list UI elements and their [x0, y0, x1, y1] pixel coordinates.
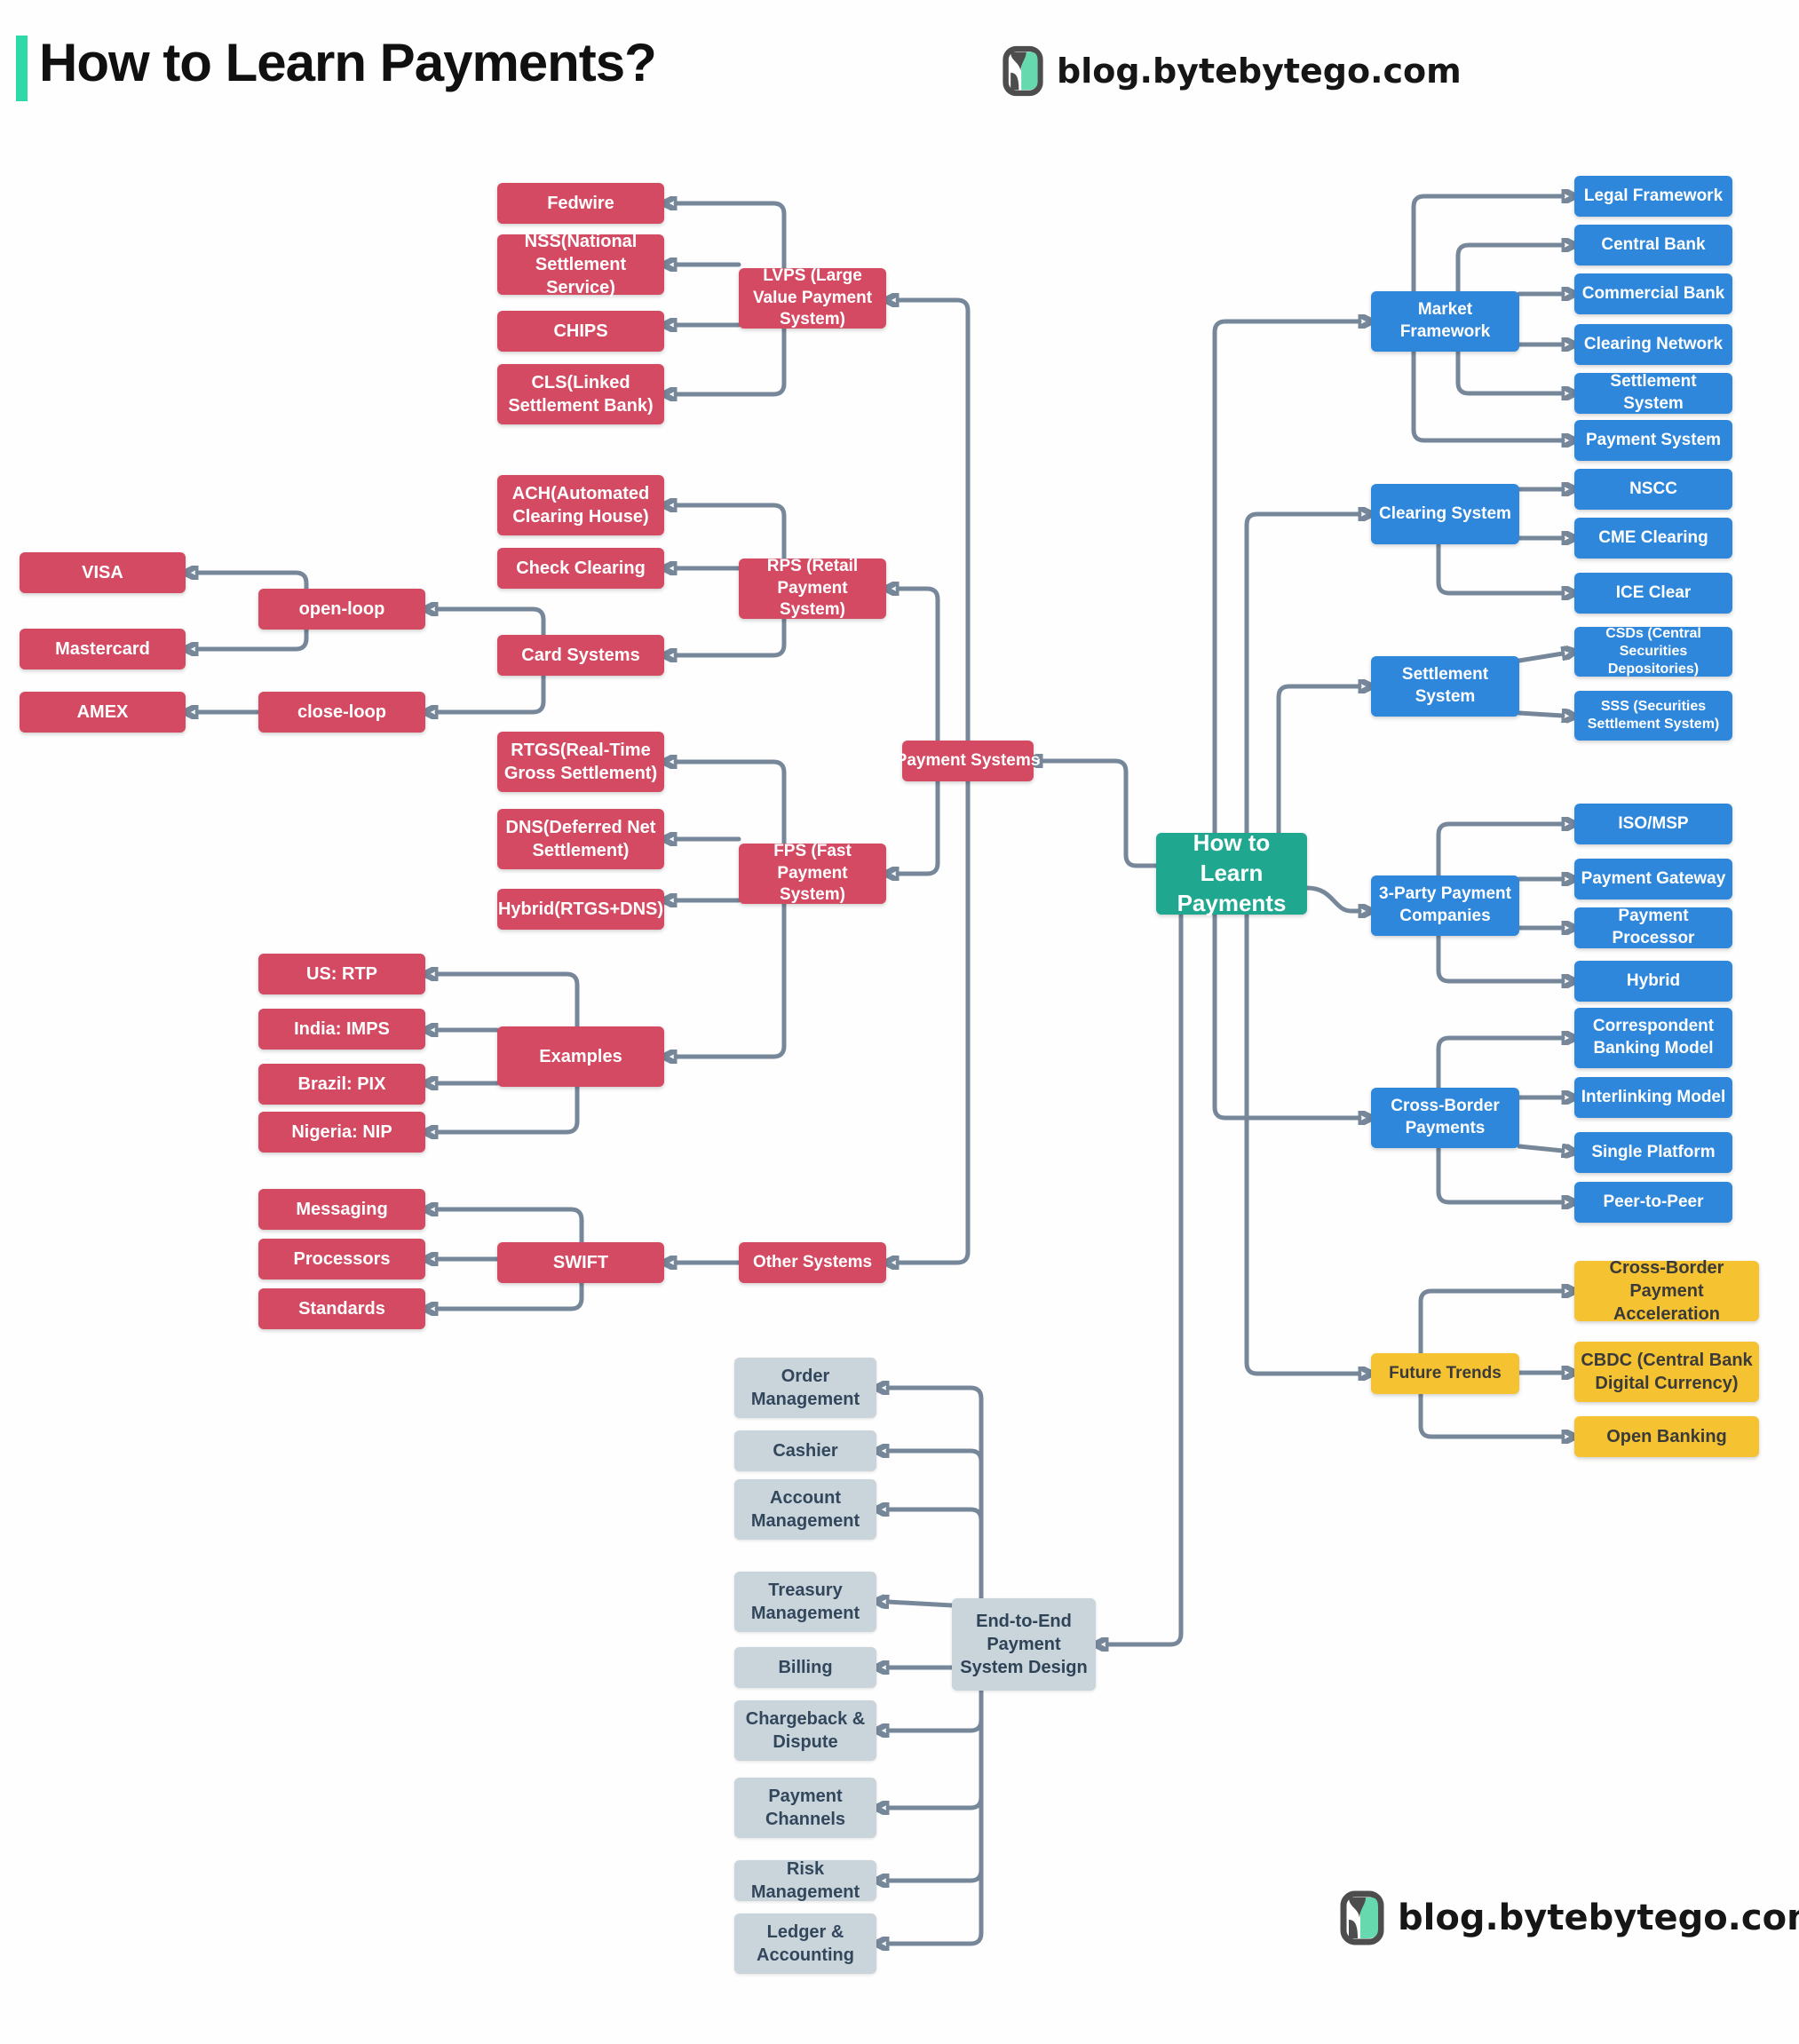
- node-cashier: Cashier: [734, 1430, 876, 1471]
- node-lvps: LVPS (Large Value Payment System): [739, 266, 886, 329]
- footer-logo-text: blog.bytebytego.com: [1398, 1897, 1799, 1938]
- node-chargeback-dispute: Chargeback & Dispute: [734, 1700, 876, 1761]
- node-close-loop: close-loop: [258, 692, 425, 733]
- node-payment-gateway: Payment Gateway: [1574, 859, 1732, 899]
- footer-logo: blog.bytebytego.com: [1339, 1890, 1799, 1946]
- node-standards: Standards: [258, 1288, 425, 1329]
- node-processors: Processors: [258, 1239, 425, 1279]
- page-title: How to Learn Payments?: [39, 33, 657, 92]
- node-fedwire: Fedwire: [497, 183, 664, 224]
- node-peer-to-peer: Peer-to-Peer: [1574, 1182, 1732, 1223]
- node-ledger-accounting: Ledger & Accounting: [734, 1913, 876, 1974]
- node-nss: NSS(National Settlement Service): [497, 232, 664, 297]
- node-visa: VISA: [20, 552, 186, 593]
- node-payment-systems: Payment Systems: [896, 741, 1040, 781]
- node-other-systems: Other Systems: [739, 1242, 886, 1283]
- node-central-bank: Central Bank: [1574, 225, 1732, 265]
- node-cme-clearing: CME Clearing: [1574, 518, 1732, 559]
- node-cls: CLS(Linked Settlement Bank): [497, 364, 664, 424]
- node-clearing-system: Clearing System: [1371, 484, 1519, 544]
- node-csds: CSDs (Central Securities Depositories): [1574, 626, 1732, 677]
- node-commercial-bank: Commercial Bank: [1574, 273, 1732, 314]
- node-hybrid-rtgs-dns: Hybrid(RTGS+DNS): [497, 889, 664, 930]
- node-risk-management: Risk Management: [734, 1859, 876, 1902]
- node-card-systems: Card Systems: [497, 635, 664, 676]
- node-payment-system-leaf: Payment System: [1574, 420, 1732, 461]
- node-ach: ACH(Automated Clearing House): [497, 475, 664, 535]
- node-treasury-management: Treasury Management: [734, 1572, 876, 1632]
- node-interlinking-model: Interlinking Model: [1574, 1077, 1732, 1118]
- node-nscc: NSCC: [1574, 469, 1732, 510]
- node-hybrid: Hybrid: [1574, 961, 1732, 1002]
- node-nigeria-nip: Nigeria: NIP: [258, 1112, 425, 1153]
- node-sss: SSS (Securities Settlement System): [1574, 691, 1732, 741]
- node-amex: AMEX: [20, 692, 186, 733]
- node-correspondent-banking-model: Correspondent Banking Model: [1574, 1008, 1732, 1068]
- node-payment-channels: Payment Channels: [734, 1778, 876, 1838]
- node-check-clearing: Check Clearing: [497, 548, 664, 589]
- node-how-to-learn-payments: How to Learn Payments: [1156, 829, 1307, 916]
- node-rtgs: RTGS(Real-Time Gross Settlement): [497, 732, 664, 792]
- bytebytego-icon: [1340, 1890, 1384, 1945]
- node-open-banking: Open Banking: [1574, 1416, 1759, 1457]
- node-single-platform: Single Platform: [1574, 1132, 1732, 1173]
- node-market-framework: Market Framework: [1371, 291, 1519, 352]
- header-logo: blog.bytebytego.com: [1002, 44, 1462, 98]
- node-india-imps: India: IMPS: [258, 1009, 425, 1050]
- node-cross-border-payment-acceleration: Cross-Border Payment Acceleration: [1574, 1258, 1759, 1324]
- node-dns: DNS(Deferred Net Settlement): [497, 809, 664, 869]
- node-billing: Billing: [734, 1647, 876, 1688]
- node-ice-clear: ICE Clear: [1574, 573, 1732, 614]
- node-account-management: Account Management: [734, 1479, 876, 1540]
- node-examples: Examples: [497, 1026, 664, 1087]
- node-payment-processor: Payment Processor: [1574, 907, 1732, 948]
- node-fps: FPS (Fast Payment System): [739, 842, 886, 904]
- node-us-rtp: US: RTP: [258, 954, 425, 994]
- node-chips: CHIPS: [497, 311, 664, 352]
- node-cross-border-payments: Cross-Border Payments: [1371, 1088, 1519, 1148]
- node-brazil-pix: Brazil: PIX: [258, 1064, 425, 1105]
- node-swift: SWIFT: [497, 1242, 664, 1283]
- node-settlement-system-leaf: Settlement System: [1574, 372, 1732, 414]
- node-future-trends: Future Trends: [1371, 1353, 1519, 1394]
- node-order-management: Order Management: [734, 1358, 876, 1418]
- title-accent-bar: [16, 36, 28, 101]
- node-mastercard: Mastercard: [20, 629, 186, 669]
- node-3-party-payment-companies: 3-Party Payment Companies: [1371, 875, 1519, 936]
- header-logo-text: blog.bytebytego.com: [1057, 51, 1462, 91]
- node-messaging: Messaging: [258, 1189, 425, 1230]
- node-settlement-system-hub: Settlement System: [1371, 656, 1519, 717]
- node-rps: RPS (Retail Payment System): [739, 557, 886, 619]
- node-iso-msp: ISO/MSP: [1574, 804, 1732, 844]
- node-clearing-network: Clearing Network: [1574, 324, 1732, 365]
- node-cbdc: CBDC (Central Bank Digital Currency): [1574, 1342, 1759, 1402]
- node-legal-framework: Legal Framework: [1574, 176, 1732, 217]
- node-open-loop: open-loop: [258, 589, 425, 630]
- node-end-to-end-payment-system-design: End-to-End Payment System Design: [952, 1598, 1096, 1691]
- bytebytego-icon: [1003, 45, 1043, 97]
